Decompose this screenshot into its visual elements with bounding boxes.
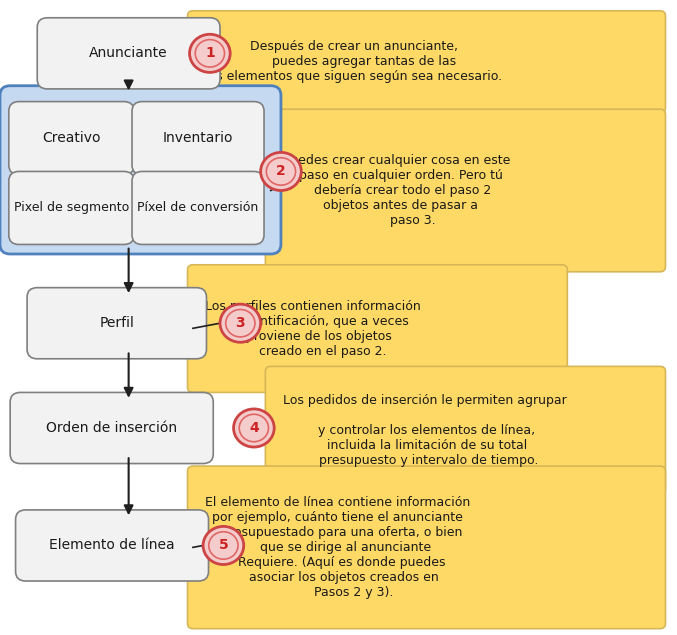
Text: Creativo: Creativo xyxy=(42,131,101,145)
Text: Los pedidos de inserción le permiten agrupar

 y controlar los elementos de líne: Los pedidos de inserción le permiten agr… xyxy=(283,394,567,467)
FancyBboxPatch shape xyxy=(188,466,665,629)
Text: El elemento de línea contiene información
por ejemplo, cuánto tiene el anunciant: El elemento de línea contiene informació… xyxy=(205,496,471,599)
FancyBboxPatch shape xyxy=(188,265,567,392)
Text: Orden de inserción: Orden de inserción xyxy=(46,421,177,435)
Text: Pixel de segmento: Pixel de segmento xyxy=(14,201,129,215)
Text: 2: 2 xyxy=(276,164,286,178)
Circle shape xyxy=(195,39,225,67)
FancyBboxPatch shape xyxy=(37,18,220,89)
FancyBboxPatch shape xyxy=(265,109,665,272)
Text: Después de crear un anunciante,
     puedes agregar tantas de las
los elementos : Después de crear un anunciante, puedes a… xyxy=(205,41,502,83)
Circle shape xyxy=(261,152,301,190)
Text: Puedes crear cualquier cosa en este
  paso en cualquier orden. Pero tú
   deberí: Puedes crear cualquier cosa en este paso… xyxy=(283,154,510,227)
FancyBboxPatch shape xyxy=(132,102,264,175)
Circle shape xyxy=(234,409,274,447)
Text: Los perfiles contienen información
 de identificación, que a veces
   proviene d: Los perfiles contienen información de id… xyxy=(205,300,421,358)
Circle shape xyxy=(239,414,269,442)
FancyBboxPatch shape xyxy=(0,86,281,254)
Circle shape xyxy=(225,309,255,337)
FancyBboxPatch shape xyxy=(9,171,134,244)
Text: 1: 1 xyxy=(205,46,215,60)
Text: 4: 4 xyxy=(249,421,259,435)
Circle shape xyxy=(209,531,238,559)
FancyBboxPatch shape xyxy=(188,11,665,113)
FancyBboxPatch shape xyxy=(9,102,134,175)
FancyBboxPatch shape xyxy=(132,171,264,244)
Circle shape xyxy=(203,526,244,565)
Circle shape xyxy=(220,304,261,342)
Text: Píxel de conversión: Píxel de conversión xyxy=(137,201,259,215)
Text: 5: 5 xyxy=(219,538,228,552)
FancyBboxPatch shape xyxy=(27,288,206,359)
Text: Anunciante: Anunciante xyxy=(89,46,168,60)
FancyBboxPatch shape xyxy=(10,392,213,464)
FancyBboxPatch shape xyxy=(16,510,209,581)
Text: Perfil: Perfil xyxy=(100,316,134,330)
Text: Elemento de línea: Elemento de línea xyxy=(49,538,175,552)
Text: 3: 3 xyxy=(236,316,245,330)
FancyBboxPatch shape xyxy=(265,366,665,494)
Circle shape xyxy=(266,157,296,185)
Circle shape xyxy=(190,34,230,72)
Text: Inventario: Inventario xyxy=(162,131,234,145)
